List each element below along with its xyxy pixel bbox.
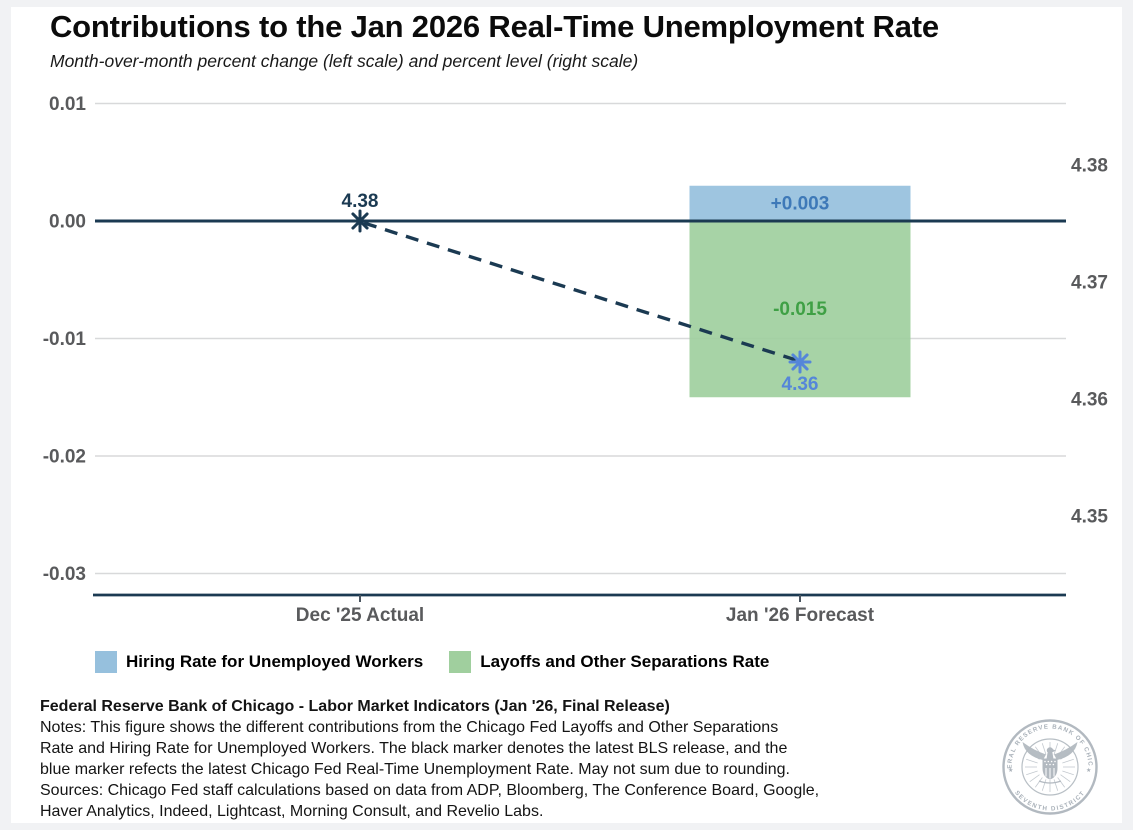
footer-note-line: Rate and Hiring Rate for Unemployed Work… (40, 740, 788, 757)
footer-source-line: Federal Reserve Bank of Chicago - Labor … (40, 698, 670, 715)
hiring-rate-swatch (95, 651, 117, 673)
right-axis-tick-label: 4.35 (1071, 507, 1108, 528)
seal-star-left: ★ (1008, 767, 1013, 774)
seal-eagle (1022, 742, 1078, 784)
left-axis-tick-label: -0.03 (43, 564, 86, 585)
latest-bls-release-marker-icon (348, 209, 372, 233)
right-axis-tick-label: 4.38 (1071, 156, 1108, 177)
right-axis-tick-label: 4.37 (1071, 273, 1108, 294)
bar-data-label: +0.003 (771, 193, 830, 214)
chart-legend: Hiring Rate for Unemployed Workers Layof… (95, 651, 795, 673)
chicago-fed-seal: FEDERAL RESERVE BANK OF CHICAGO SEVENTH … (995, 712, 1098, 815)
legend-item-layoffs-rate: Layoffs and Other Separations Rate (449, 651, 769, 673)
bar-data-label: -0.015 (773, 299, 827, 320)
legend-label: Hiring Rate for Unemployed Workers (126, 652, 424, 671)
legend-item-hiring-rate: Hiring Rate for Unemployed Workers (95, 651, 423, 673)
x-axis-category-label: Jan '26 Forecast (726, 605, 875, 626)
chart-panel (11, 7, 1122, 823)
footer-note-line: Sources: Chicago Fed staff calculations … (40, 782, 820, 799)
marker-level-label: 4.36 (782, 374, 819, 395)
seal-star-right: ★ (1086, 767, 1091, 774)
page-subtitle: Month-over-month percent change (left sc… (50, 51, 639, 71)
seal-outer-ring (1002, 719, 1098, 815)
chicago-fed-real-time-rate-marker-icon (788, 350, 812, 374)
x-axis-category-label: Dec '25 Actual (296, 605, 424, 626)
left-axis-tick-label: 0.01 (49, 94, 86, 115)
left-axis-tick-label: -0.01 (43, 329, 87, 350)
legend-label: Layoffs and Other Separations Rate (480, 652, 770, 671)
bar-hiring-rate (689, 185, 911, 221)
left-axis-tick-label: -0.02 (43, 447, 86, 468)
left-axis-tick-label: 0.00 (49, 212, 86, 233)
right-axis-tick-label: 4.36 (1071, 390, 1108, 411)
footer-notes: Federal Reserve Bank of Chicago - Labor … (40, 696, 940, 822)
footer-note-line: Notes: This figure shows the different c… (40, 719, 779, 736)
unemployment-contributions-chart: 4.38 4.36 +0.003 -0.015 0.01 0.00 -0.01 -0.02 -0… (43, 94, 1109, 626)
layoffs-rate-swatch (449, 651, 472, 673)
marker-level-label: 4.38 (342, 191, 379, 212)
page-title: Contributions to the Jan 2026 Real-Time … (50, 9, 939, 44)
seal-inner-ring (1021, 738, 1079, 796)
footer-note-line: Haver Analytics, Indeed, Lightcast, Morn… (40, 803, 544, 820)
seal-bottom-text: SEVENTH DISTRICT (1013, 789, 1085, 812)
svg-text:SEVENTH DISTRICT: SEVENTH DISTRICT (1013, 789, 1087, 812)
forecast-connector-dashed-line (363, 221, 797, 362)
footer-note-line: blue marker refects the latest Chicago F… (40, 761, 790, 778)
